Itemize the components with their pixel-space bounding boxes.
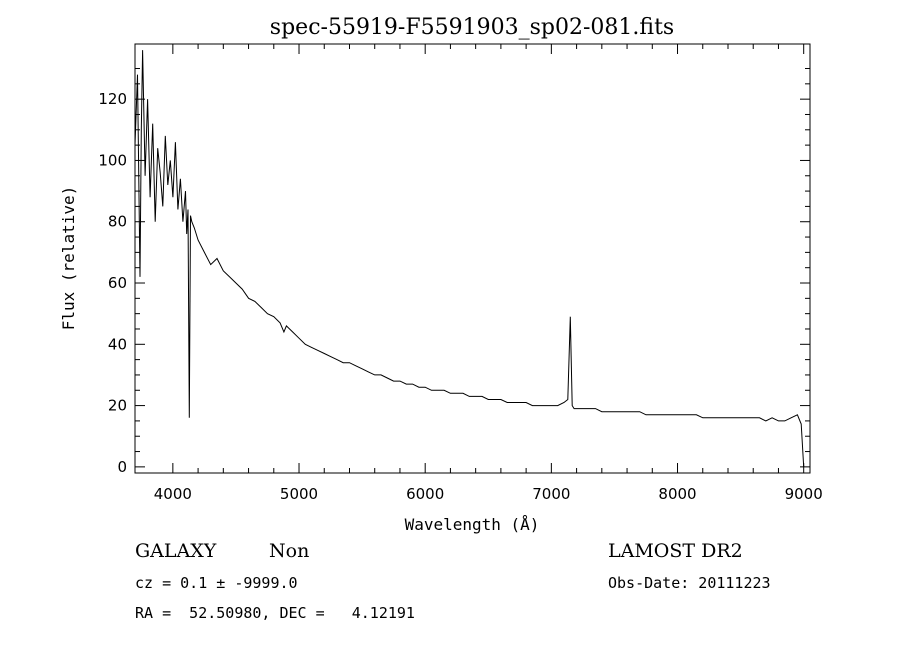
x-tick-label: 7000 [532, 485, 570, 503]
x-tick-label: 4000 [154, 485, 192, 503]
x-axis-label: Wavelength (Å) [405, 515, 540, 534]
x-tick-label: 5000 [280, 485, 318, 503]
y-tick-label: 60 [108, 274, 127, 292]
survey-name: LAMOST DR2 [608, 540, 743, 562]
x-tick-label: 6000 [406, 485, 444, 503]
x-tick-label: 8000 [658, 485, 696, 503]
object-class: GALAXY [135, 540, 217, 562]
chart-title: spec-55919-F5591903_sp02-081.fits [270, 15, 674, 40]
plot-frame [134, 43, 811, 474]
spectrum-series-line [134, 50, 805, 467]
x-tick-label: 9000 [785, 485, 823, 503]
object-subclass: Non [269, 540, 310, 562]
coordinates-line: RA = 52.50980, DEC = 4.12191 [135, 604, 415, 622]
y-axis-label: Flux (relative) [59, 186, 78, 331]
y-tick-label: 20 [108, 397, 127, 415]
y-tick-label: 0 [117, 458, 127, 476]
spectrum-chart: spec-55919-F5591903_sp02-081.fits 4000 50… [59, 15, 823, 534]
tick-labels: 4000 5000 6000 7000 8000 9000 0 20 40 60 80 100 120 [98, 90, 822, 503]
y-tick-label: 80 [108, 213, 127, 231]
y-tick-label: 100 [98, 151, 127, 169]
y-tick-label: 120 [98, 90, 127, 108]
axis-ticks [135, 44, 810, 473]
obs-date: Obs-Date: 20111223 [608, 574, 771, 592]
y-tick-label: 40 [108, 335, 127, 353]
redshift-line: cz = 0.1 ± -9999.0 [135, 574, 298, 592]
